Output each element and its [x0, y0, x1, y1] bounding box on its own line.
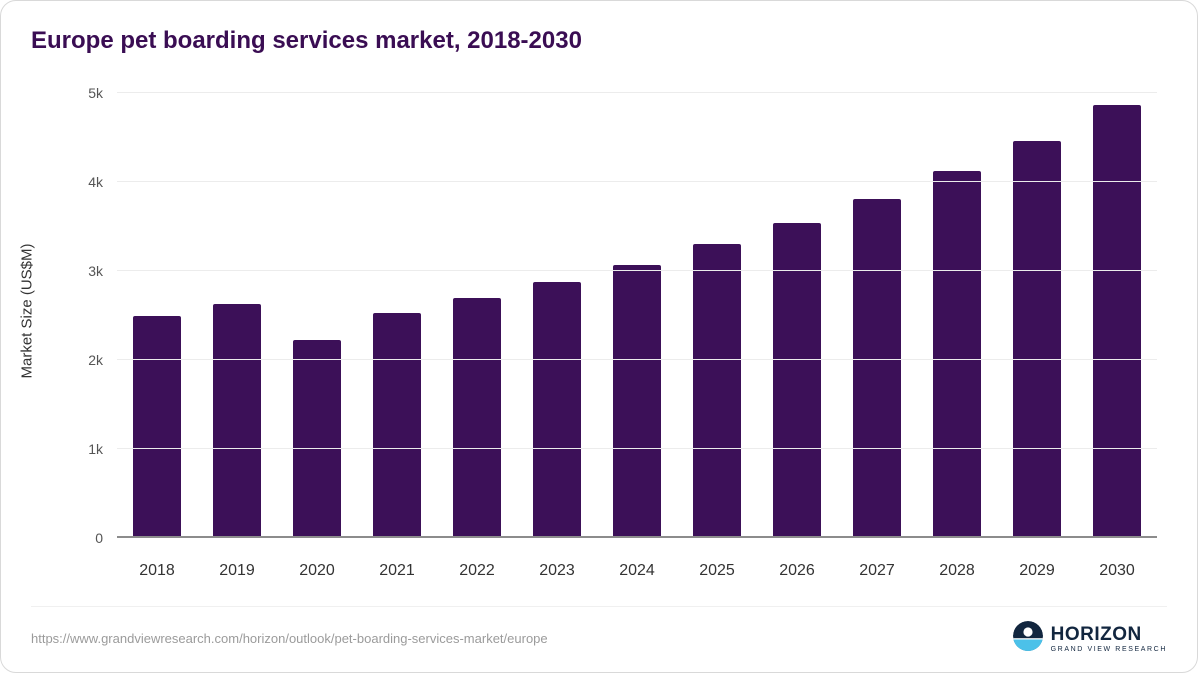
bar-slot: [677, 93, 757, 538]
bar-slot: [597, 93, 677, 538]
x-tick-label: 2024: [619, 562, 655, 579]
chart-region: Market Size (US$M) 0 1k 2k 3k 4k 5k 2018 2019 2…: [19, 81, 1157, 580]
bar-slot: [517, 93, 597, 538]
bar-slot: [1077, 93, 1157, 538]
y-tick-label: 0: [95, 530, 103, 546]
x-tick-label: 2018: [139, 562, 175, 579]
bar-slot: [437, 93, 517, 538]
y-tick-label: 3k: [88, 263, 103, 279]
gridline: [117, 448, 1157, 449]
x-tick-label: 2019: [219, 562, 255, 579]
horizon-logo: HORIZON GRAND VIEW RESEARCH: [1012, 621, 1167, 656]
bar-2018: [133, 315, 181, 538]
x-tick-label: 2022: [459, 562, 495, 579]
bar-2024: [613, 264, 661, 538]
bar-slot: [197, 93, 277, 538]
bar-slot: [117, 93, 197, 538]
bar-2028: [933, 171, 981, 538]
logo-name: HORIZON: [1050, 623, 1142, 645]
y-tick-label: 5k: [88, 85, 103, 101]
gridline: [117, 359, 1157, 360]
x-tick-label: 2021: [379, 562, 415, 579]
bar-2025: [693, 244, 741, 538]
bar-slot: [357, 93, 437, 538]
bar-slot: [917, 93, 997, 538]
x-tick-label: 2023: [539, 562, 575, 579]
bars-container: [117, 93, 1157, 538]
bar-2029: [1013, 141, 1061, 538]
gridline: [117, 270, 1157, 271]
x-tick-label: 2028: [939, 562, 975, 579]
bar-slot: [757, 93, 837, 538]
x-tick-label: 2027: [859, 562, 895, 579]
plot-area: [117, 92, 1157, 538]
x-tick-label: 2020: [299, 562, 335, 579]
x-tick-label: 2029: [1019, 562, 1055, 579]
logo-text-block: HORIZON GRAND VIEW RESEARCH: [1051, 625, 1167, 653]
bar-2026: [773, 222, 821, 538]
bar-2030: [1093, 105, 1141, 538]
gridline: [117, 181, 1157, 182]
y-axis-labels: 0 1k 2k 3k 4k 5k: [69, 85, 109, 546]
y-tick-label: 2k: [88, 352, 103, 368]
bar-2019: [213, 303, 261, 538]
logo-subtext: GRAND VIEW RESEARCH: [1050, 645, 1167, 653]
bar-slot: [997, 93, 1077, 538]
chart-title: Europe pet boarding services market, 201…: [31, 27, 582, 54]
bar-2027: [853, 198, 901, 538]
bar-slot: [837, 93, 917, 538]
y-tick-label: 1k: [88, 441, 103, 457]
gridline: [117, 92, 1157, 93]
y-tick-label: 4k: [88, 174, 103, 190]
bar-2021: [373, 312, 421, 538]
source-url: https://www.grandviewresearch.com/horizo…: [31, 631, 548, 646]
bar-2020: [293, 340, 341, 538]
y-axis-title: Market Size (US$M): [18, 242, 36, 379]
x-baseline: [117, 536, 1157, 538]
horizon-logo-icon: [1012, 621, 1043, 656]
bar-slot: [277, 93, 357, 538]
x-tick-label: 2026: [779, 562, 815, 579]
x-tick-label: 2030: [1099, 562, 1135, 579]
footer: https://www.grandviewresearch.com/horizo…: [31, 606, 1167, 656]
bar-2023: [533, 281, 581, 538]
x-axis-labels: 2018 2019 2020 2021 2022 2023 2024 2025 2026 2027…: [117, 546, 1157, 580]
bar-2022: [453, 297, 501, 538]
x-tick-label: 2025: [699, 562, 735, 579]
